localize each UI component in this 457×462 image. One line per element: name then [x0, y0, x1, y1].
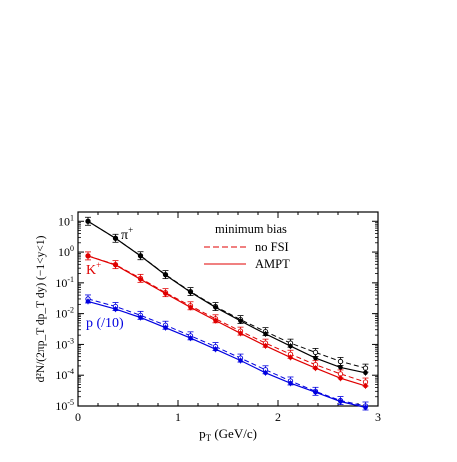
x-axis-label-main: p — [199, 426, 206, 441]
ampt-point — [213, 305, 218, 310]
y-tick-label: 100 — [58, 244, 74, 259]
ampt-point — [238, 358, 243, 363]
x-tick-label: 1 — [175, 410, 181, 424]
x-axis-label: pT (GeV/c) — [199, 426, 257, 443]
ampt-point — [288, 380, 293, 386]
ampt-point — [85, 299, 91, 304]
ampt-point — [238, 330, 243, 336]
ampt-point — [263, 343, 268, 349]
legend-label-nofsi: no FSI — [255, 240, 289, 254]
series-label-k-main: K — [86, 263, 96, 278]
ampt-point — [213, 346, 218, 352]
legend-title: minimum bias — [215, 222, 287, 236]
x-axis-label-sub: T — [206, 433, 212, 443]
series-nofsi-line — [87, 220, 366, 369]
series-label-k-sup: + — [96, 260, 101, 270]
ampt-point — [163, 291, 168, 296]
series-label-pi: π+ — [121, 225, 133, 243]
y-tick-label: 10-4 — [55, 367, 74, 382]
ampt-point — [113, 262, 118, 268]
y-tick-label: 10-2 — [55, 306, 74, 321]
ampt-point — [313, 389, 318, 395]
nofsi-point — [337, 358, 344, 365]
y-tick-label: 101 — [58, 213, 74, 228]
ampt-point — [238, 318, 243, 324]
ampt-point — [363, 405, 368, 410]
series-label-pi-sup: + — [128, 225, 133, 235]
ampt-point — [363, 370, 368, 376]
ampt-point — [188, 289, 193, 295]
ampt-point — [213, 318, 218, 323]
y-axis-ticks: 101 100 10-1 10-2 10-3 10-4 10-5 — [55, 211, 378, 413]
ampt-point — [263, 370, 268, 376]
series-ampt-line — [87, 300, 366, 408]
x-tick-label: 0 — [75, 410, 81, 424]
x-tick-label: 3 — [375, 410, 381, 424]
ampt-point — [138, 315, 143, 320]
series-label-p: p (/10) — [86, 316, 124, 331]
ampt-point — [188, 305, 193, 310]
y-tick-label: 10-1 — [55, 275, 74, 290]
nofsi-point — [312, 349, 319, 356]
series-label-pi-main: π — [121, 228, 128, 243]
y-axis-label: d²N/(2πp_T dp_T dy) (−1<y<1) — [35, 235, 47, 382]
series-nofsi-line — [87, 255, 366, 383]
ampt-point — [288, 355, 293, 360]
nofsi-point — [362, 365, 369, 371]
x-axis-label-rest: (GeV/c) — [211, 426, 257, 441]
ampt-point — [263, 331, 268, 337]
legend-label-ampt: AMPT — [255, 257, 290, 271]
ampt-point — [363, 383, 368, 389]
ampt-point — [163, 272, 168, 278]
y-tick-label: 10-5 — [55, 398, 74, 413]
ampt-point — [313, 365, 318, 371]
ampt-point — [113, 235, 118, 241]
ampt-point — [163, 325, 168, 330]
ampt-point — [113, 306, 118, 312]
plot-frame — [77, 211, 379, 407]
ampt-point — [138, 253, 143, 259]
series-ampt-line — [87, 220, 366, 374]
ampt-point — [288, 343, 293, 349]
y-tick-label: 10-3 — [55, 336, 74, 351]
series-ampt-line — [87, 255, 366, 387]
series-nofsi-line — [87, 298, 366, 407]
series-layer — [85, 216, 369, 411]
ampt-point — [85, 218, 91, 224]
ampt-point — [138, 277, 143, 282]
ampt-point — [338, 375, 343, 381]
ampt-point — [338, 365, 343, 370]
ampt-point — [85, 253, 91, 259]
x-tick-label: 2 — [275, 410, 281, 424]
ampt-point — [188, 335, 193, 341]
x-axis-ticks: 0 1 2 3 — [75, 212, 381, 424]
series-label-k: K+ — [86, 260, 101, 278]
ampt-point — [338, 399, 343, 404]
ampt-point — [313, 355, 318, 361]
legend: minimum bias no FSI AMPT — [204, 222, 290, 271]
